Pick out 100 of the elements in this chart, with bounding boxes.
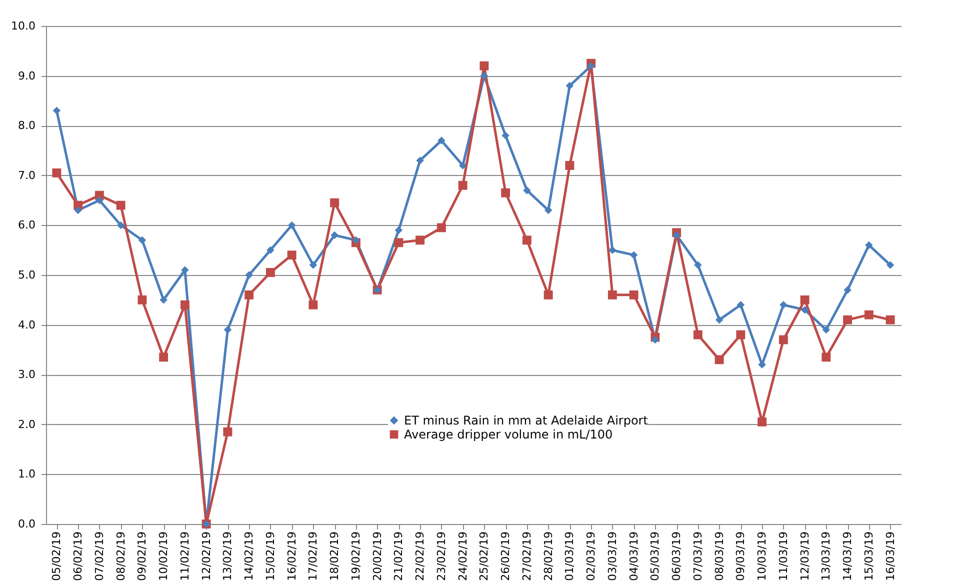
point <box>458 162 467 170</box>
y-tick-label: 0.0 <box>18 518 36 530</box>
x-tick-label: 14/03/19 <box>841 532 854 581</box>
point <box>694 261 702 269</box>
y-tick-label: 7.0 <box>18 168 36 182</box>
point <box>565 160 574 170</box>
x-tick-label: 11/03/19 <box>776 532 790 581</box>
point <box>96 196 104 204</box>
point <box>416 156 424 164</box>
y-tick-label: 5.0 <box>18 268 36 282</box>
point <box>502 132 510 140</box>
point <box>844 286 852 294</box>
x-tick-label: 06/03/19 <box>670 532 684 581</box>
point <box>822 326 830 334</box>
x-tick-label: 09/02/19 <box>136 532 149 581</box>
x-tick-label: 23/02/19 <box>434 532 448 581</box>
point <box>266 268 275 277</box>
point <box>308 300 318 310</box>
point <box>778 335 788 344</box>
point <box>800 306 809 314</box>
x-tick-label: 01/03/19 <box>563 532 576 581</box>
x-tick-label: 16/02/19 <box>285 532 298 581</box>
point <box>438 136 446 144</box>
y-tick-label: 9.0 <box>18 69 36 82</box>
x-tick-label: 17/02/19 <box>306 532 320 581</box>
point <box>714 355 724 364</box>
point <box>480 72 488 80</box>
x-tick-label: 05/03/19 <box>648 532 662 581</box>
point <box>566 82 574 90</box>
x-tick-label: 15/02/19 <box>264 532 277 581</box>
x-tick-label: 07/03/19 <box>691 532 704 581</box>
point <box>394 238 404 248</box>
point <box>159 352 168 362</box>
y-tick-label: 6.0 <box>18 218 36 232</box>
x-tick-label: 03/03/19 <box>606 532 619 581</box>
point <box>180 300 190 310</box>
x-tick-label: 28/02/19 <box>542 532 555 581</box>
x-tick-label: 09/03/19 <box>734 532 748 581</box>
legend-label: Average dripper volume in mL/100 <box>404 427 613 442</box>
y-tick-label: 1.0 <box>18 468 36 481</box>
point <box>651 336 660 344</box>
point <box>266 246 274 254</box>
x-tick-label: 10/03/19 <box>756 532 769 581</box>
x-tick-label: 24/02/19 <box>456 532 470 581</box>
point <box>800 295 810 304</box>
point <box>330 198 340 208</box>
x-tick-label: 20/02/19 <box>370 532 384 581</box>
point <box>672 231 680 240</box>
x-tick-label: 27/02/19 <box>520 532 534 581</box>
x-tick-label: 06/02/19 <box>72 532 85 581</box>
point <box>52 106 61 115</box>
x-tick-label: 12/02/19 <box>200 532 213 581</box>
point <box>501 188 510 198</box>
x-tick-label: 21/02/19 <box>392 532 406 581</box>
point <box>416 236 425 245</box>
point <box>544 290 553 300</box>
x-tick-label: 13/02/19 <box>221 532 234 581</box>
point <box>523 186 531 194</box>
y-tick-label: 10.0 <box>11 20 36 32</box>
point <box>223 427 232 436</box>
x-tick-label: 22/02/19 <box>414 532 427 581</box>
y-tick-label: 4.0 <box>18 318 36 332</box>
x-tick-label: 13/03/19 <box>820 532 833 581</box>
x-tick-label: 18/02/19 <box>328 532 342 581</box>
x-tick-label: 07/02/19 <box>92 532 106 581</box>
y-tick-label: 8.0 <box>18 119 36 132</box>
point <box>138 295 147 304</box>
point <box>758 417 767 426</box>
point <box>330 231 338 240</box>
point <box>436 223 446 232</box>
x-tick-label: 26/02/19 <box>499 532 512 581</box>
point <box>736 330 746 340</box>
point <box>608 246 616 254</box>
x-tick-label: 08/03/19 <box>712 532 726 581</box>
x-tick-label: 04/03/19 <box>627 532 640 581</box>
x-tick-label: 15/03/19 <box>862 532 876 581</box>
x-tick-label: 02/03/19 <box>584 532 598 581</box>
point <box>544 206 552 214</box>
point <box>288 221 296 230</box>
point <box>245 271 253 279</box>
x-tick-label: 11/02/19 <box>178 532 192 581</box>
point <box>52 168 62 178</box>
point <box>74 206 82 214</box>
point <box>224 326 232 334</box>
point <box>715 316 724 324</box>
point <box>480 61 489 70</box>
point <box>587 62 595 70</box>
point <box>886 315 895 324</box>
point <box>758 360 766 369</box>
point <box>843 315 852 324</box>
x-tick-label: 05/02/19 <box>50 532 64 581</box>
point <box>629 290 638 300</box>
legend-label: ET minus Rain in mm at Adelaide Airport <box>404 413 648 428</box>
y-tick-label: 2.0 <box>18 418 36 431</box>
y-tick-label: 3.0 <box>18 368 36 382</box>
point <box>116 221 125 230</box>
x-tick-label: 16/03/19 <box>884 532 897 581</box>
point <box>693 330 702 340</box>
point <box>864 310 874 320</box>
point <box>780 301 788 309</box>
